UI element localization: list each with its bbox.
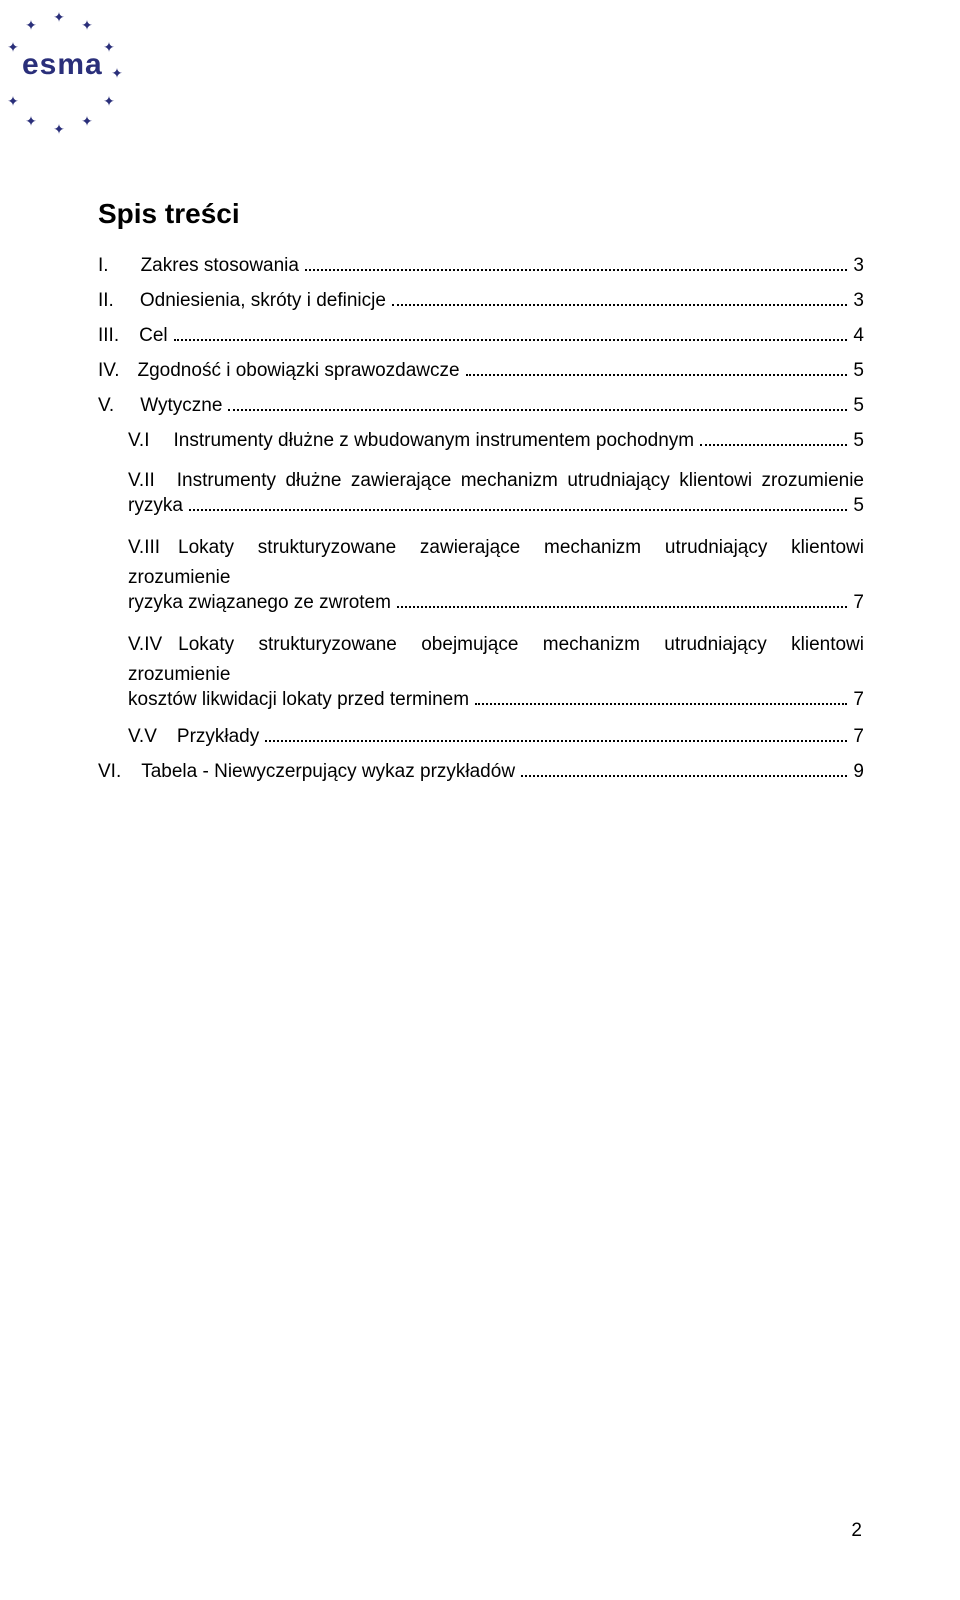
- toc-label: Instrumenty dłużne zawierające mechanizm…: [177, 470, 864, 491]
- toc-entry[interactable]: V. Wytyczne 5: [98, 396, 864, 415]
- toc-label: Instrumenty dłużne z wbudowanym instrume…: [174, 431, 695, 450]
- toc-number: IV.: [98, 361, 120, 380]
- logo-star-icon: ✦: [102, 94, 116, 108]
- toc-number: V.I: [128, 431, 150, 450]
- logo-star-icon: ✦: [52, 10, 66, 24]
- toc-leader: [174, 339, 848, 341]
- toc-page: 5: [853, 396, 864, 415]
- toc-entry[interactable]: IV. Zgodność i obowiązki sprawozdawcze 5: [98, 361, 864, 380]
- toc-number: V.III: [128, 537, 160, 558]
- toc-page: 3: [853, 291, 864, 310]
- logo-star-icon: ✦: [6, 94, 20, 108]
- toc-entry[interactable]: II. Odniesienia, skróty i definicje 3: [98, 291, 864, 310]
- toc-number: V.: [98, 396, 114, 415]
- toc-page: 7: [853, 727, 864, 746]
- toc-number: V.V: [128, 727, 157, 746]
- toc-number: V.IV: [128, 634, 162, 655]
- toc-number: V.II: [128, 470, 155, 491]
- toc-page: 9: [853, 762, 864, 781]
- logo-text: esma: [22, 48, 103, 82]
- logo-star-icon: ✦: [80, 114, 94, 128]
- toc-label: Tabela - Niewyczerpujący wykaz przykładó…: [141, 762, 515, 781]
- toc-leader: [521, 775, 847, 777]
- toc-page: 7: [853, 592, 864, 614]
- logo-star-icon: ✦: [6, 40, 20, 54]
- toc-leader: [700, 444, 847, 446]
- toc-page: 5: [853, 495, 864, 517]
- content-area: Spis treści I. Zakres stosowania 3 II. Odnie…: [98, 198, 864, 797]
- toc-label: Cel: [139, 326, 168, 345]
- toc-page: 5: [853, 431, 864, 450]
- toc-entry: V.I Instrumenty dłużne z wbudowanym instr…: [128, 431, 864, 450]
- toc-leader: [392, 304, 848, 306]
- toc-label: Lokaty strukturyzowane zawierające mecha…: [128, 537, 864, 587]
- page: esma ✦ ✦ ✦ ✦ ✦ ✦ ✦ ✦ ✦ ✦ ✦ Spis treści I. Zakres st…: [0, 0, 960, 1600]
- table-of-contents: I. Zakres stosowania 3 II. Odniesienia, skró…: [98, 256, 864, 781]
- toc-label: Wytyczne: [140, 396, 222, 415]
- toc-entry[interactable]: I. Zakres stosowania 3: [98, 256, 864, 275]
- toc-leader: [466, 374, 848, 376]
- logo-star-icon: ✦: [110, 66, 124, 80]
- toc-label: Przykłady: [177, 727, 259, 746]
- page-number: 2: [851, 1520, 862, 1542]
- toc-label: Odniesienia, skróty i definicje: [140, 291, 386, 310]
- toc-page: 7: [853, 689, 864, 711]
- esma-logo: esma ✦ ✦ ✦ ✦ ✦ ✦ ✦ ✦ ✦ ✦ ✦: [0, 6, 130, 136]
- toc-number: II.: [98, 291, 114, 310]
- toc-number: VI.: [98, 762, 121, 781]
- toc-label-continued: kosztów likwidacji lokaty przed terminem: [128, 689, 469, 711]
- toc-label-continued: ryzyka związanego ze zwrotem: [128, 592, 391, 614]
- logo-star-icon: ✦: [24, 18, 38, 32]
- toc-leader: [397, 606, 847, 608]
- toc-label-continued: ryzyka: [128, 495, 183, 517]
- toc-label: Zgodność i obowiązki sprawozdawcze: [138, 361, 460, 380]
- toc-entry: V.IIILokaty strukturyzowane zawierające …: [128, 533, 864, 614]
- toc-page: 4: [853, 326, 864, 345]
- logo-star-icon: ✦: [24, 114, 38, 128]
- toc-entry[interactable]: III. Cel 4: [98, 326, 864, 345]
- toc-number: III.: [98, 326, 119, 345]
- toc-leader: [305, 269, 847, 271]
- toc-page: 3: [853, 256, 864, 275]
- logo-star-icon: ✦: [80, 18, 94, 32]
- toc-entry: V.IVLokaty strukturyzowane obejmujące me…: [128, 630, 864, 711]
- toc-leader: [475, 703, 847, 705]
- toc-leader: [265, 740, 847, 742]
- toc-leader: [228, 409, 847, 411]
- toc-page: 5: [853, 361, 864, 380]
- toc-number: I.: [98, 256, 109, 275]
- toc-leader: [189, 509, 848, 511]
- toc-entry: V.V Przykłady 7: [128, 727, 864, 746]
- page-title: Spis treści: [98, 198, 864, 230]
- toc-entry: V.II Instrumenty dłużne zawierające mecha…: [128, 466, 864, 517]
- logo-star-icon: ✦: [52, 122, 66, 136]
- toc-entry[interactable]: VI. Tabela - Niewyczerpujący wykaz przykł…: [98, 762, 864, 781]
- logo-star-icon: ✦: [102, 40, 116, 54]
- toc-label: Lokaty strukturyzowane obejmujące mechan…: [128, 634, 864, 684]
- toc-label: Zakres stosowania: [141, 256, 299, 275]
